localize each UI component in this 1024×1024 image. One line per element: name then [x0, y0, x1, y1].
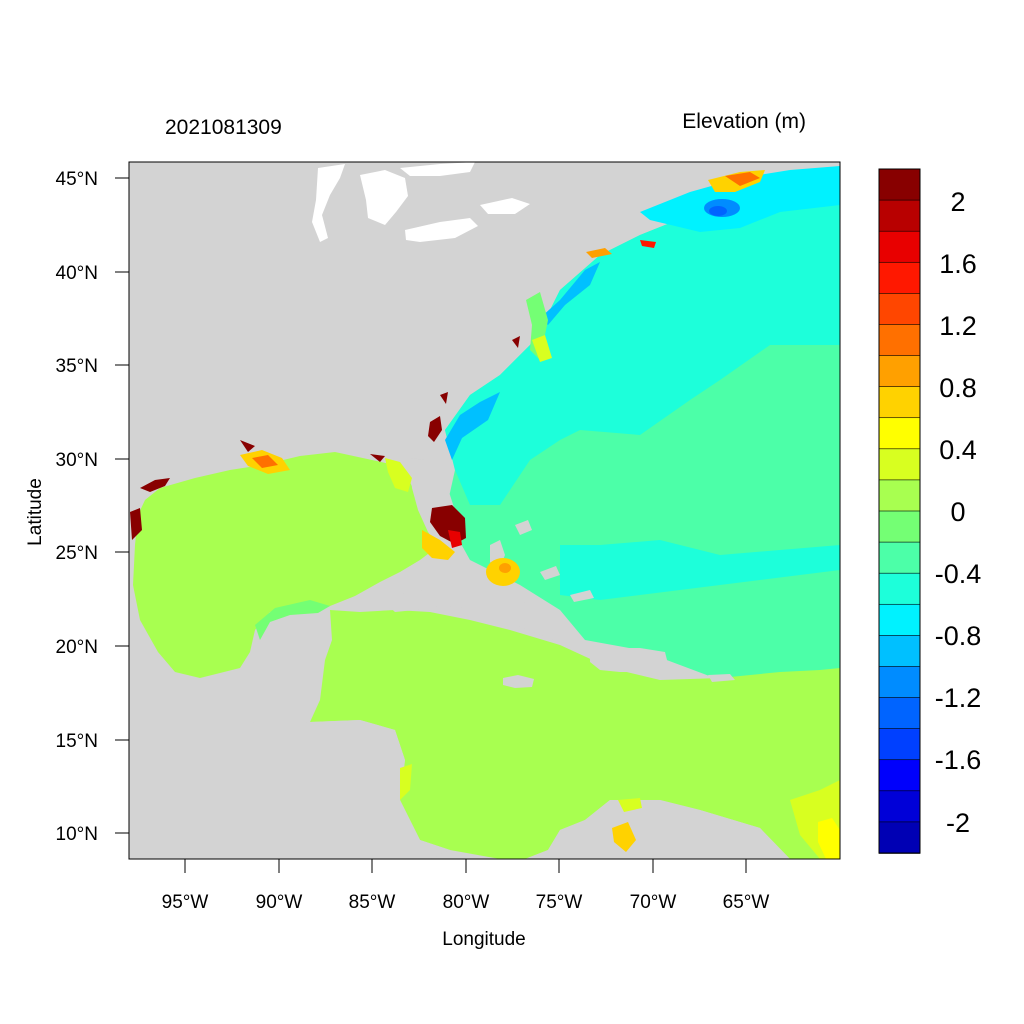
colorbar-frame [878, 168, 921, 854]
gulf-of-mexico [133, 452, 440, 678]
colorbar-swatch [878, 728, 921, 761]
colorbar-label: 0 [950, 497, 965, 527]
date-label: 2021081309 [165, 116, 282, 139]
colorbar-label: -0.8 [935, 621, 982, 651]
colorbar-label: -1.2 [935, 683, 982, 713]
lat-tick-label: 25°N [56, 543, 98, 564]
colorbar-label: -0.4 [935, 559, 982, 589]
colorbar-swatch [878, 230, 921, 264]
colorbar-label: 0.4 [939, 435, 977, 465]
colorbar-swatch [878, 510, 921, 543]
lon-tick-label: 85°W [349, 892, 396, 913]
colorbar-swatch [878, 603, 921, 637]
maracaibo-anomaly [612, 822, 636, 852]
y-axis-title: Latitude [25, 478, 46, 546]
lat-tick-label: 20°N [56, 637, 98, 658]
lon-tick-label: 75°W [536, 892, 583, 913]
lon-tick-label: 70°W [630, 892, 677, 913]
lat-tick-label: 35°N [56, 356, 98, 377]
lat-tick-label: 15°N [56, 731, 98, 752]
florida-bend-anomaly [385, 458, 412, 492]
bahamas-islands [515, 520, 594, 602]
lat-tick-label: 30°N [56, 450, 98, 471]
colorbar-swatch [878, 324, 921, 357]
colorbar-label: 0.8 [939, 373, 977, 403]
colorbar-label: -2 [946, 808, 970, 838]
lat-tick-label: 10°N [56, 824, 98, 845]
colorbar-label: 2 [950, 187, 965, 217]
caribbean-sea [310, 610, 840, 859]
lon-ticks [184, 859, 747, 873]
nova-scotia-core [725, 172, 760, 186]
trinidad-anomaly [818, 818, 840, 859]
jamaica [503, 675, 534, 688]
pamlico-anomaly [532, 335, 552, 362]
colorbar-swatch [878, 293, 921, 326]
colorbar-swatch [878, 386, 921, 419]
map-frame [128, 161, 841, 860]
map-panel [129, 162, 840, 859]
lon-tick-label: 90°W [256, 892, 303, 913]
carolina-coastal-low [445, 392, 500, 460]
mid-atlantic-coastal-low [540, 262, 600, 325]
cuba [385, 588, 570, 642]
long-island-surge [640, 240, 656, 248]
hispaniola [590, 648, 668, 672]
puerto-rico [708, 674, 735, 682]
colorbar-swatch [878, 697, 921, 730]
louisiana-coastal-core [252, 455, 278, 468]
carolina-coastal-surge [428, 336, 520, 442]
x-axis-title: Longitude [442, 929, 525, 950]
florida-keys-anomaly [422, 530, 455, 560]
colorbar-label: -1.6 [935, 745, 982, 775]
new-england-coastal-low [640, 166, 840, 232]
colorbar-swatch [878, 541, 921, 574]
colorbar-swatch [878, 417, 921, 450]
colorbar-swatch [878, 572, 921, 606]
lon-tick-label: 95°W [162, 892, 209, 913]
colorbar-label: 1.2 [939, 311, 977, 341]
colorbar [878, 168, 921, 854]
atlantic-ocean-mid-south [560, 540, 840, 600]
colorbar-swatch [878, 759, 921, 792]
central-america [129, 718, 450, 859]
miami-surge [448, 530, 462, 548]
lat-tick-label: 45°N [56, 169, 98, 190]
nicaragua-coastal-anomaly [400, 764, 412, 800]
atlantic-ocean-mid [445, 166, 840, 505]
colorbar-label: 1.6 [939, 249, 977, 279]
gulf-of-maine-low-core [709, 206, 727, 216]
colorbar-swatch [878, 479, 921, 512]
yucatan-shelf-zone [255, 600, 330, 640]
gulf-of-venezuela-anomaly [618, 798, 642, 812]
colorbar-swatch [878, 790, 921, 823]
colorbar-swatch [878, 199, 921, 232]
lat-tick-label: 40°N [56, 263, 98, 284]
colorbar-swatch [878, 261, 921, 295]
south-america-north [525, 800, 790, 859]
colorbar-swatch [878, 168, 921, 201]
lon-tick-label: 65°W [723, 892, 770, 913]
colorbar-swatch [878, 666, 921, 699]
lon-tick-label: 80°W [443, 892, 490, 913]
great-lakes [312, 162, 530, 242]
long-island-sound-anomaly [586, 248, 612, 258]
lat-ticks [115, 177, 129, 834]
variable-label: Elevation (m) [682, 110, 806, 133]
colorbar-swatch [878, 635, 921, 668]
colorbar-swatch [878, 821, 921, 854]
colorbar-swatch [878, 355, 921, 388]
bahamas-bank-core [499, 563, 511, 573]
colorbar-swatch [878, 448, 921, 481]
